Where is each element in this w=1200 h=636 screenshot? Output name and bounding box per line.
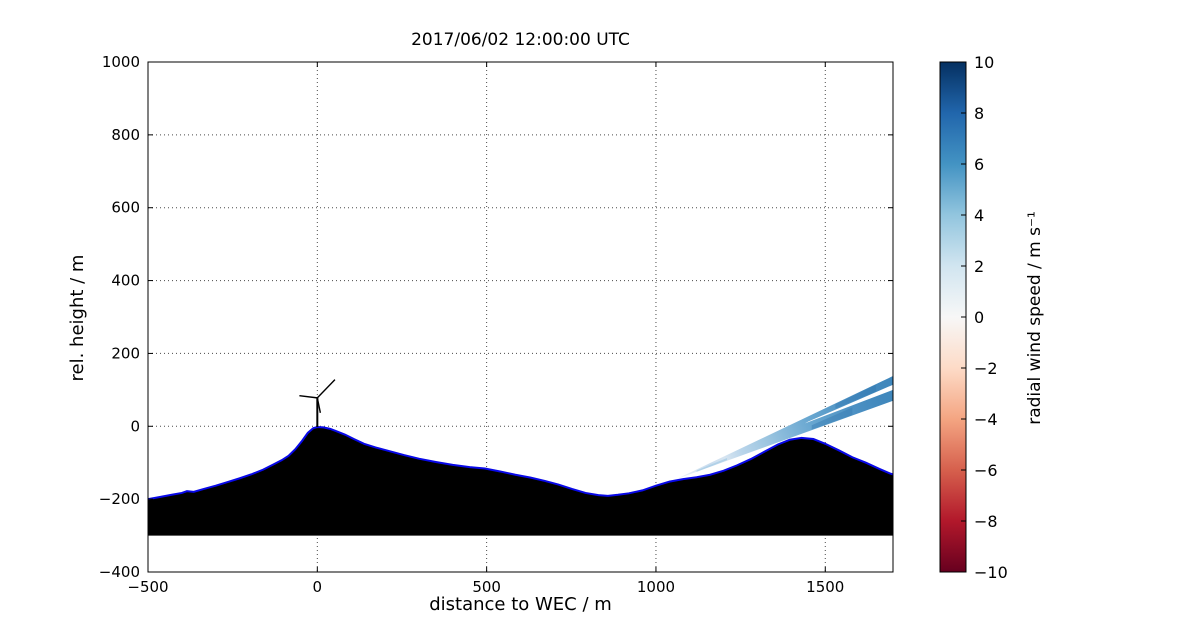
terrain-outline xyxy=(148,426,893,501)
y-tick-label: 200 xyxy=(111,344,140,362)
y-tick-label: −400 xyxy=(99,563,140,581)
beam-gap xyxy=(804,384,893,424)
y-tick-label: 0 xyxy=(130,417,140,435)
lidar-beam xyxy=(676,376,893,480)
colorbar-label: radial wind speed / m s⁻¹ xyxy=(1025,211,1045,425)
terrain-silhouette xyxy=(148,426,893,536)
axes: −500 0 500 1000 1500 −400 −200 0 200 400 600 800 100… xyxy=(99,53,894,596)
y-tick-label: 400 xyxy=(111,272,140,290)
x-tick-label: 1000 xyxy=(637,578,675,596)
y-tick-label: 600 xyxy=(111,199,140,217)
colorbar-tick-label: 6 xyxy=(974,155,984,174)
colorbar: 10 8 6 4 2 0 −2 −4 −6 −8 −10 xyxy=(939,53,1008,582)
colorbar-tick-label: 0 xyxy=(974,308,984,327)
x-tick-label: 500 xyxy=(472,578,501,596)
y-tick-label: 1000 xyxy=(102,53,140,71)
x-tick-label: 0 xyxy=(313,578,323,596)
colorbar-tick-label: 8 xyxy=(974,104,984,123)
colorbar-tick-label: 10 xyxy=(974,53,994,72)
y-tick-label: 800 xyxy=(111,126,140,144)
colorbar-tick-label: −4 xyxy=(974,410,998,429)
plot-border xyxy=(147,61,894,573)
x-tick-label: 1500 xyxy=(806,578,844,596)
wind-turbine xyxy=(299,379,336,428)
colorbar-tick-label: −6 xyxy=(974,461,998,480)
y-axis-label: rel. height / m xyxy=(67,254,88,382)
colorbar-tick-label: 4 xyxy=(974,206,984,225)
plot-title: 2017/06/02 12:00:00 UTC xyxy=(411,30,630,50)
x-axis-label: distance to WEC / m xyxy=(429,594,612,615)
x-tick-label: −500 xyxy=(127,578,168,596)
colorbar-tick-label: −2 xyxy=(974,359,998,378)
colorbar-tick-label: 2 xyxy=(974,257,984,276)
colorbar-tick-label: −8 xyxy=(974,512,998,531)
y-tick-label: −200 xyxy=(99,490,140,508)
colorbar-tick-label: −10 xyxy=(974,563,1008,582)
